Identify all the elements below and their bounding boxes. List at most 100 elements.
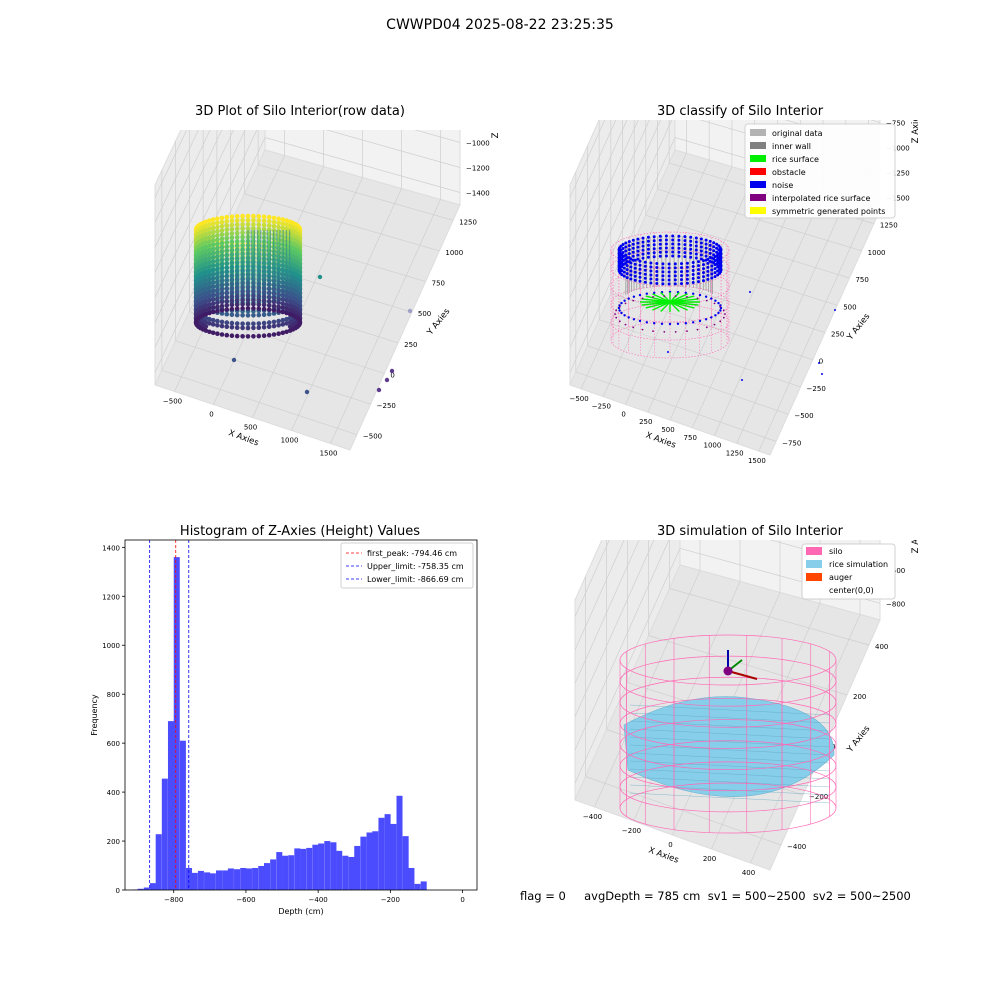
sim-left-grid xyxy=(574,540,610,617)
sim-left-grid xyxy=(574,540,640,684)
raw-floor-grid xyxy=(161,369,357,436)
raw-point xyxy=(203,290,209,296)
classify-rice-surface-point xyxy=(669,301,680,312)
raw-point xyxy=(210,263,216,269)
raw-point xyxy=(207,298,212,303)
raw-point xyxy=(207,264,212,270)
raw-point xyxy=(297,318,302,324)
classify-noise-point xyxy=(619,248,623,252)
classify-floor-grid xyxy=(575,371,777,442)
classify-noise-point xyxy=(636,241,640,245)
raw-point xyxy=(276,300,281,305)
raw-point xyxy=(224,324,230,330)
classify-noise-point xyxy=(636,249,640,253)
classify-noise-point xyxy=(655,270,659,273)
raw-point xyxy=(215,266,220,272)
classify-noise-point xyxy=(694,244,698,248)
classify-noise-point xyxy=(671,254,675,258)
raw-point xyxy=(224,286,230,291)
raw-point xyxy=(219,232,225,237)
raw-point xyxy=(224,265,230,270)
histogram-bar xyxy=(318,843,325,890)
raw-point xyxy=(207,321,212,326)
classify-noise-point xyxy=(699,245,703,249)
histogram-bar xyxy=(209,873,216,890)
classify-left-grid xyxy=(569,120,606,198)
classify-noise-point xyxy=(623,299,626,302)
classify-outlier-point xyxy=(741,379,743,381)
classify-noise-point xyxy=(680,278,683,282)
raw-point xyxy=(215,300,220,305)
raw-y-tick-label: 250 xyxy=(404,341,417,349)
raw-point xyxy=(210,246,216,252)
raw-point xyxy=(219,270,225,275)
classify-x-tick-label: 1000 xyxy=(704,442,722,450)
classify-noise-point xyxy=(692,321,695,324)
raw-point xyxy=(229,298,235,303)
raw-point xyxy=(256,333,262,339)
raw-point xyxy=(251,293,256,299)
classify-x-tick-label: −500 xyxy=(569,395,588,403)
simulation-3d-plot: −400−2000200400−400−20002004002000−200−4… xyxy=(574,540,920,877)
raw-point xyxy=(234,272,240,278)
raw-x-tick-label: 0 xyxy=(209,411,213,419)
raw-point xyxy=(240,255,245,261)
raw-point xyxy=(284,293,289,299)
raw-point xyxy=(240,251,245,257)
raw-point xyxy=(210,225,216,231)
classify-interpolated-point xyxy=(686,296,688,298)
raw-point xyxy=(207,277,212,282)
raw-point xyxy=(240,234,245,240)
raw-x-tick-label: 1000 xyxy=(281,437,299,445)
raw-point xyxy=(219,257,225,263)
classify-legend-swatch xyxy=(750,194,766,201)
raw-point xyxy=(284,222,289,228)
raw-point xyxy=(261,320,267,326)
classify-interpolated-point xyxy=(652,330,654,332)
raw-point xyxy=(266,290,272,296)
classify-noise-point xyxy=(619,256,623,260)
histogram-legend-label: Lower_limit: -866.69 cm xyxy=(367,575,464,584)
raw-floor-grid xyxy=(175,340,371,405)
classify-noise-point xyxy=(683,243,687,247)
raw-point xyxy=(207,239,212,244)
classify-y-tick-label: 0 xyxy=(819,358,823,366)
classify-noise-point xyxy=(673,274,677,278)
sim-y-axis-label: Y Axies xyxy=(845,724,873,756)
classify-rice-surface-point xyxy=(669,298,699,303)
raw-point xyxy=(210,250,216,256)
histogram-bar xyxy=(215,870,223,890)
raw-point xyxy=(251,226,256,231)
classify-noise-point xyxy=(620,311,623,315)
raw-point xyxy=(280,284,286,290)
classify-noise-point xyxy=(633,270,637,274)
histogram-bar xyxy=(372,831,379,890)
classify-noise-point xyxy=(643,260,647,264)
classify-outlier-point xyxy=(667,351,669,353)
classify-noise-point xyxy=(683,239,687,243)
raw-point xyxy=(203,232,209,237)
raw-point xyxy=(215,331,220,336)
raw-point xyxy=(234,293,240,299)
classify-noise-point xyxy=(697,272,700,276)
raw-point xyxy=(229,235,235,240)
classify-noise-point xyxy=(704,318,708,321)
raw-point xyxy=(240,325,245,331)
sim-floor-grid xyxy=(585,776,782,846)
classify-noise-point xyxy=(708,239,712,243)
raw-point xyxy=(207,256,212,261)
classify-interpolated-point xyxy=(618,320,621,323)
raw-point xyxy=(251,213,256,219)
raw-point xyxy=(276,279,281,284)
raw-point xyxy=(219,295,225,300)
raw-point xyxy=(256,285,262,290)
classify-interpolated-point xyxy=(624,323,627,326)
raw-point xyxy=(229,320,235,326)
raw-y-tick-label: 750 xyxy=(432,280,445,288)
raw-point xyxy=(245,297,251,303)
raw-point xyxy=(219,303,225,309)
raw-point xyxy=(287,328,293,333)
raw-point xyxy=(276,296,281,301)
histogram-bar xyxy=(306,847,313,890)
raw-point xyxy=(240,276,245,282)
